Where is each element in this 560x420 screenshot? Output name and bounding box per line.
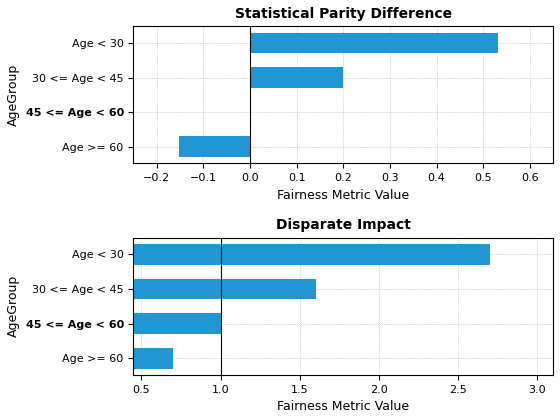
Title: Statistical Parity Difference: Statistical Parity Difference <box>235 7 452 21</box>
Bar <box>250 32 498 53</box>
Title: Disparate Impact: Disparate Impact <box>276 218 410 232</box>
X-axis label: Fairness Metric Value: Fairness Metric Value <box>277 400 409 413</box>
Bar <box>62 244 490 265</box>
Y-axis label: AgeGroup: AgeGroup <box>7 64 20 126</box>
X-axis label: Fairness Metric Value: Fairness Metric Value <box>277 189 409 202</box>
Bar <box>62 313 222 334</box>
Bar <box>250 67 343 88</box>
Y-axis label: AgeGroup: AgeGroup <box>7 275 20 337</box>
Bar <box>62 278 315 299</box>
Bar <box>62 348 173 368</box>
Bar <box>179 136 250 157</box>
